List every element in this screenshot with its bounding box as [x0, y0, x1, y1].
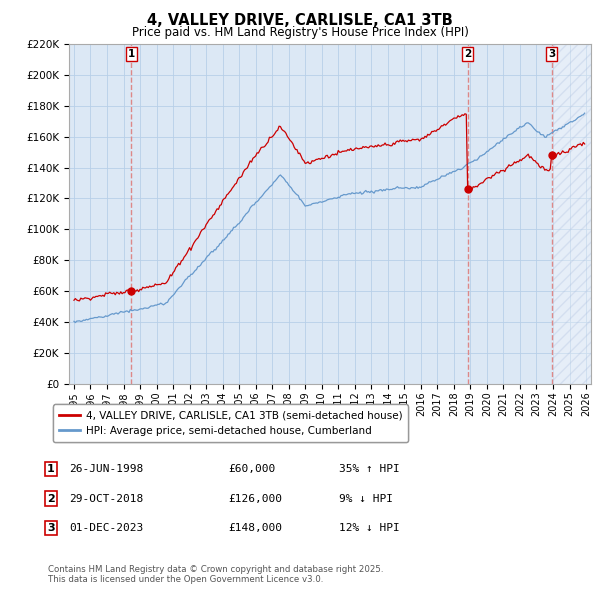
Text: 3: 3 [47, 523, 55, 533]
Text: 12% ↓ HPI: 12% ↓ HPI [339, 523, 400, 533]
Text: 1: 1 [128, 50, 135, 60]
Text: Contains HM Land Registry data © Crown copyright and database right 2025.
This d: Contains HM Land Registry data © Crown c… [48, 565, 383, 584]
Text: Price paid vs. HM Land Registry's House Price Index (HPI): Price paid vs. HM Land Registry's House … [131, 26, 469, 39]
Text: 01-DEC-2023: 01-DEC-2023 [69, 523, 143, 533]
Text: 2: 2 [47, 494, 55, 503]
Text: 9% ↓ HPI: 9% ↓ HPI [339, 494, 393, 503]
Text: 2: 2 [464, 50, 471, 60]
Bar [551, 44, 591, 384]
Text: £148,000: £148,000 [228, 523, 282, 533]
Text: 4, VALLEY DRIVE, CARLISLE, CA1 3TB: 4, VALLEY DRIVE, CARLISLE, CA1 3TB [147, 13, 453, 28]
Text: £126,000: £126,000 [228, 494, 282, 503]
Text: £60,000: £60,000 [228, 464, 275, 474]
Text: 29-OCT-2018: 29-OCT-2018 [69, 494, 143, 503]
Text: 35% ↑ HPI: 35% ↑ HPI [339, 464, 400, 474]
Text: 1: 1 [47, 464, 55, 474]
Legend: 4, VALLEY DRIVE, CARLISLE, CA1 3TB (semi-detached house), HPI: Average price, se: 4, VALLEY DRIVE, CARLISLE, CA1 3TB (semi… [53, 405, 409, 442]
Text: 3: 3 [548, 50, 555, 60]
Text: 26-JUN-1998: 26-JUN-1998 [69, 464, 143, 474]
